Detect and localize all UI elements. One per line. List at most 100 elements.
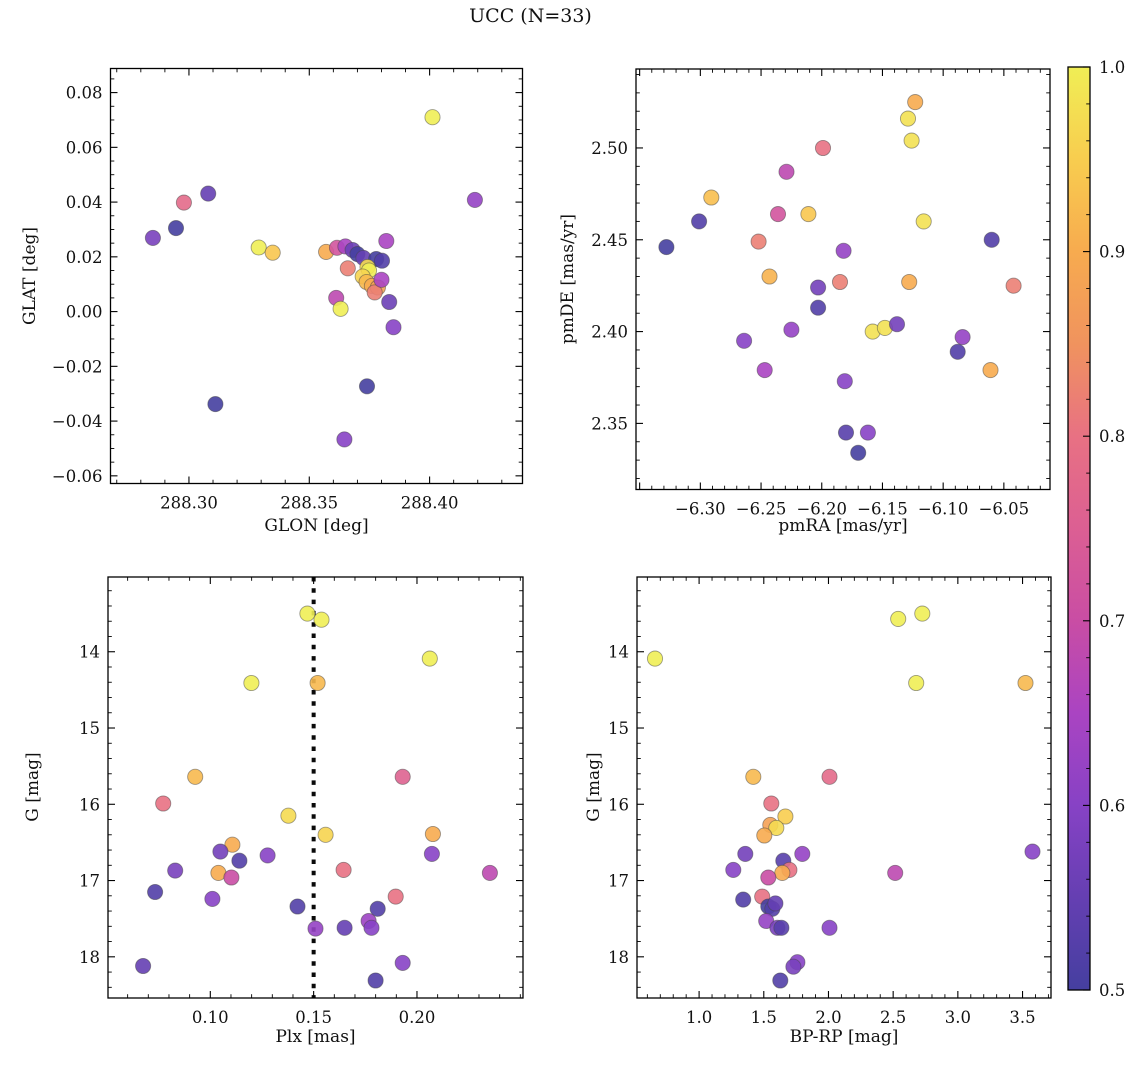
scatter-point (381, 293, 398, 311)
scatter-point (147, 883, 164, 901)
scatter-point (394, 954, 411, 971)
tick-label: 1.0 (686, 1008, 712, 1027)
tick-label: 0.06 (66, 138, 103, 157)
scatter-point (385, 319, 402, 336)
scatter-point (915, 213, 932, 230)
scatter-point (800, 206, 817, 223)
xlabel-plx: Plx [mas] (275, 1027, 356, 1047)
scatter-point (769, 206, 787, 223)
tick-label: −6.25 (736, 500, 787, 519)
tick-label: 14 (608, 643, 629, 662)
scatter-point (336, 431, 353, 448)
tick-label: 3.0 (945, 1008, 971, 1027)
scatter-point (949, 343, 966, 360)
tick-label: 15 (608, 719, 629, 738)
tick-label: 0.5 (1099, 981, 1125, 1000)
scatter-point (481, 864, 498, 881)
scatter-point (289, 898, 306, 915)
scatter-point (908, 674, 925, 692)
tick-label: 0.15 (295, 1008, 332, 1027)
colorbar-gradient (1068, 67, 1090, 990)
scatter-point (424, 109, 441, 126)
ylabel-gmag-left: G [mag] (23, 752, 43, 822)
tick-label: −0.02 (52, 357, 103, 376)
scatter-point (859, 424, 876, 441)
tick-label: 0.6 (1099, 796, 1125, 815)
scatter-point (378, 232, 395, 250)
scatter-point (903, 132, 920, 149)
tick-label: 0.00 (66, 303, 103, 322)
scatter-point (814, 139, 832, 157)
scatter-point (223, 869, 240, 886)
scatter-point (231, 852, 248, 869)
scatter-point (982, 362, 999, 379)
tick-label: −6.05 (979, 500, 1030, 519)
colorbar-spine (1067, 66, 1091, 991)
scatter-point (366, 284, 383, 301)
scatter-point (794, 845, 811, 862)
scatter-point (387, 888, 404, 905)
scatter-point (774, 864, 791, 881)
scatter-point (466, 191, 483, 208)
scatter-point (250, 239, 267, 256)
tick-label: 0.9 (1099, 243, 1125, 262)
xlabel-bprp: BP-RP [mag] (789, 1027, 899, 1047)
scatter-point (369, 900, 386, 917)
scatter-point (307, 920, 324, 937)
tick-label: 0.10 (192, 1008, 229, 1027)
scatter-point (756, 827, 773, 844)
scatter-point (313, 611, 330, 628)
scatter-point (888, 316, 906, 333)
scatter-point (1017, 674, 1034, 692)
scatter-point (394, 768, 411, 785)
scatter-point (835, 242, 852, 259)
scatter-point (737, 845, 754, 862)
tick-label: 16 (608, 795, 629, 814)
scatter-point (890, 610, 907, 627)
axes-spine (636, 576, 1052, 999)
scatter-point (424, 825, 441, 843)
scatter-point (887, 864, 904, 881)
scatter-point (1024, 843, 1041, 860)
tick-label: 288.30 (160, 494, 218, 513)
scatter-point (914, 605, 931, 622)
tick-label: 0.04 (66, 193, 103, 212)
panel-position: 288.30 288.35 288.40 −0.06 −0.04 −0.02 0.00 0.0… (52, 67, 524, 513)
scatter-point (750, 233, 767, 250)
tick-label: 2.35 (591, 414, 628, 433)
scatter-point (785, 958, 802, 975)
scatter-point (280, 807, 297, 824)
scatter-point (907, 94, 924, 111)
ylabel-glat: GLAT [deg] (20, 226, 40, 326)
scatter-point (783, 321, 800, 338)
scatter-point (187, 768, 204, 785)
scatter-point (810, 279, 827, 296)
scatter-point (1005, 277, 1022, 294)
tick-label: 2.0 (815, 1008, 841, 1027)
scatter-point (735, 891, 752, 908)
tick-label: 17 (79, 872, 100, 891)
tick-label: −6.10 (918, 500, 969, 519)
scatter-point (954, 329, 971, 346)
scatter-point (299, 605, 316, 622)
tick-label: −0.06 (52, 467, 103, 486)
scatter-point (367, 972, 384, 989)
scatter-point (155, 795, 172, 812)
tick-label: 1.0 (1099, 58, 1125, 77)
tick-label: 2.45 (591, 231, 628, 250)
scatter-point (821, 919, 838, 936)
scatter-point (373, 252, 391, 269)
tick-label: −6.30 (675, 500, 726, 519)
scatter-point (773, 919, 790, 936)
scatter-point (423, 845, 440, 862)
scatter-point (899, 110, 917, 127)
ylabel-gmag-right: G [mag] (584, 752, 604, 822)
scatter-point (821, 768, 838, 785)
tick-label: −0.04 (52, 412, 103, 431)
scatter-point (336, 919, 353, 936)
scatter-point (317, 826, 334, 843)
scatter-point (778, 163, 795, 180)
scatter-point (175, 194, 192, 211)
scatter-point (836, 373, 853, 390)
scatter-point (760, 869, 777, 886)
